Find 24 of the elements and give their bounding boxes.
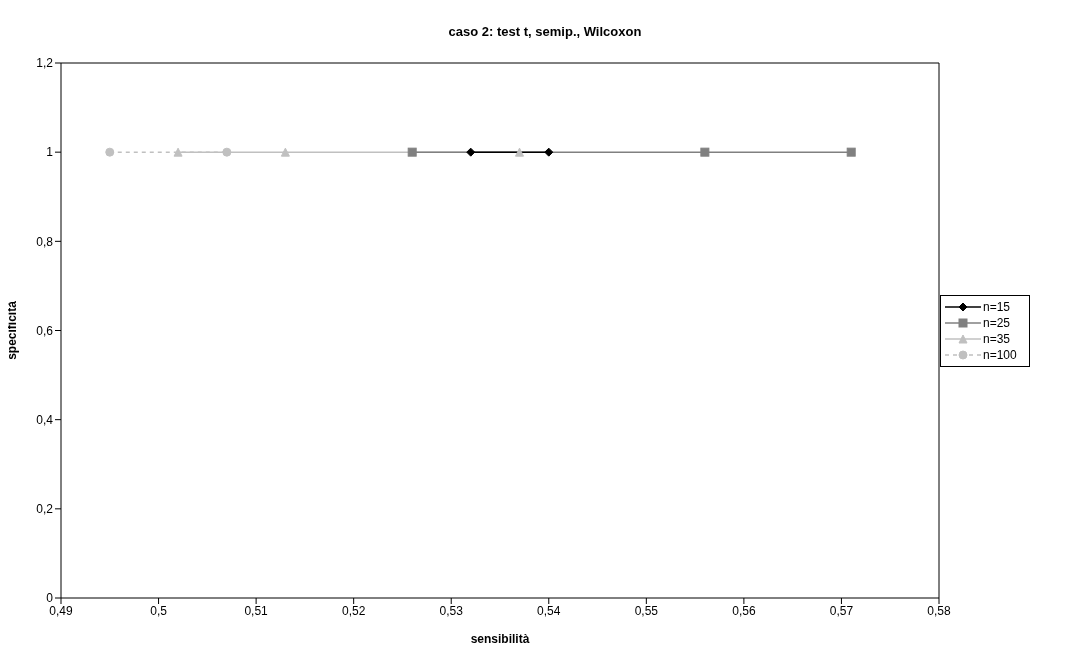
- x-tick-label: 0,54: [537, 603, 561, 618]
- y-tick-label: 0,4: [36, 412, 54, 427]
- legend-label: n=100: [983, 347, 1017, 362]
- legend-label: n=15: [983, 299, 1011, 314]
- y-tick-label: 0,2: [36, 502, 54, 517]
- legend-label: n=35: [983, 331, 1011, 346]
- y-tick-label: 0,6: [36, 323, 54, 338]
- y-tick-label: 1,2: [36, 56, 54, 71]
- x-tick-label: 0,51: [244, 603, 269, 618]
- x-tick-label: 0,52: [341, 603, 366, 618]
- legend-label: n=25: [983, 315, 1011, 330]
- x-tick-label: 0,57: [829, 603, 854, 618]
- y-tick-label: 1: [46, 145, 54, 160]
- x-tick-label: 0,58: [927, 603, 951, 618]
- x-axis-title: sensibilità: [470, 632, 530, 646]
- x-tick-label: 0,49: [49, 603, 73, 618]
- y-tick-label: 0: [46, 591, 54, 606]
- chart-title: caso 2: test t, semip., Wilcoxon: [447, 24, 643, 39]
- y-tick-label: 0,8: [36, 234, 54, 249]
- x-tick-label: 0,53: [439, 603, 464, 618]
- y-axis-title: specificità: [5, 300, 20, 360]
- x-tick-label: 0,56: [732, 603, 756, 618]
- x-tick-label: 0,55: [634, 603, 659, 618]
- x-tick-label: 0,5: [150, 603, 168, 618]
